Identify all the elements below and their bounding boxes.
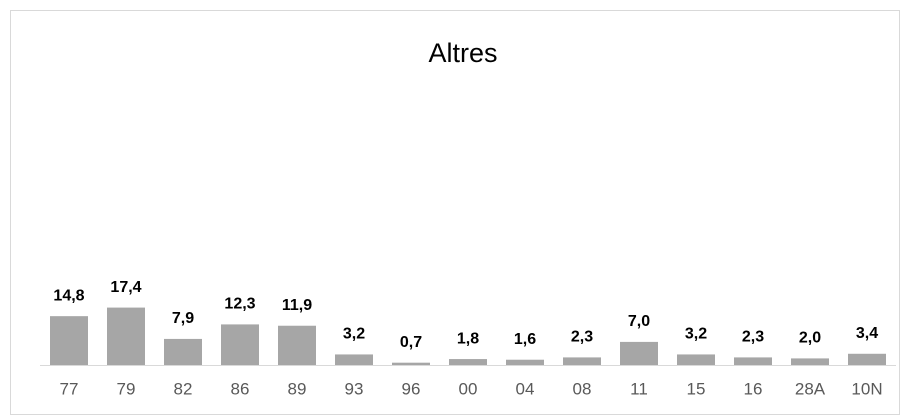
bar bbox=[164, 338, 202, 365]
data-label: 3,2 bbox=[343, 326, 365, 343]
bar bbox=[563, 357, 601, 365]
data-label: 2,3 bbox=[742, 329, 764, 346]
data-label: 2,0 bbox=[799, 330, 821, 347]
x-tick-label: 86 bbox=[231, 379, 250, 398]
data-label: 1,6 bbox=[514, 331, 536, 348]
data-label: 17,4 bbox=[110, 279, 141, 296]
bar bbox=[620, 341, 658, 365]
data-label: 3,2 bbox=[685, 326, 707, 343]
data-label: 14,8 bbox=[53, 287, 84, 304]
bar bbox=[278, 325, 316, 365]
x-tick-label: 77 bbox=[60, 379, 79, 398]
x-tick-label: 11 bbox=[630, 379, 648, 398]
data-label: 7,0 bbox=[628, 313, 650, 330]
data-label: 1,8 bbox=[457, 330, 479, 347]
bar bbox=[506, 359, 544, 365]
x-tick-label: 16 bbox=[744, 379, 763, 398]
bar bbox=[107, 307, 145, 365]
data-label: 7,9 bbox=[172, 310, 194, 327]
bar bbox=[791, 358, 829, 365]
x-tick-label: 04 bbox=[516, 379, 535, 398]
chart-border bbox=[10, 10, 900, 415]
x-tick-label: 82 bbox=[174, 379, 193, 398]
bar bbox=[677, 354, 715, 365]
data-label: 11,9 bbox=[282, 297, 312, 314]
bar bbox=[50, 316, 88, 365]
bar bbox=[449, 359, 487, 365]
x-tick-label: 10N bbox=[851, 379, 882, 398]
x-tick-label: 89 bbox=[288, 379, 307, 398]
bar bbox=[335, 354, 373, 365]
data-label: 2,3 bbox=[571, 329, 593, 346]
x-tick-label: 96 bbox=[402, 379, 421, 398]
data-label: 12,3 bbox=[224, 296, 255, 313]
chart-title: Altres bbox=[428, 38, 497, 68]
x-tick-label: 93 bbox=[345, 379, 364, 398]
bar bbox=[734, 357, 772, 365]
bar bbox=[392, 362, 430, 365]
x-tick-label: 08 bbox=[573, 379, 592, 398]
x-tick-label: 00 bbox=[459, 379, 478, 398]
bar bbox=[848, 353, 886, 365]
x-tick-label: 79 bbox=[117, 379, 136, 398]
x-tick-label: 15 bbox=[687, 379, 706, 398]
data-label: 3,4 bbox=[856, 325, 878, 342]
bar bbox=[221, 324, 259, 365]
data-label: 0,7 bbox=[400, 334, 422, 351]
x-tick-label: 28A bbox=[795, 379, 826, 398]
